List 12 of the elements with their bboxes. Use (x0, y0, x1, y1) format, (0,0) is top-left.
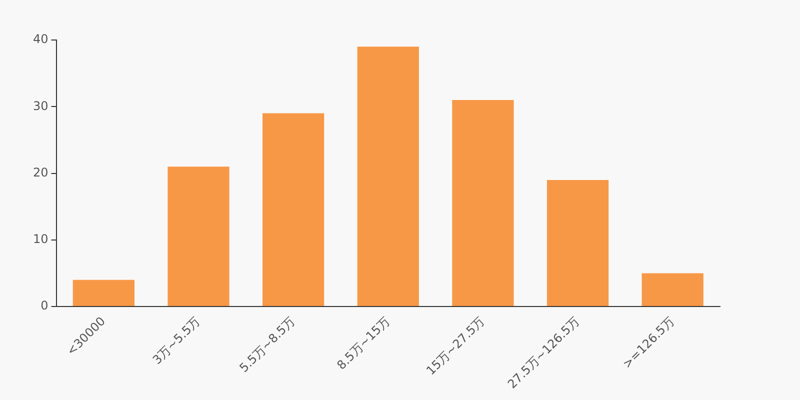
bar (642, 273, 704, 306)
bar (168, 166, 230, 306)
y-tick-label: 20 (32, 165, 48, 180)
bar (452, 100, 514, 306)
y-tick-label: 40 (32, 32, 48, 46)
y-tick-label: 30 (32, 98, 48, 113)
bar (72, 280, 134, 306)
y-tick-label: 10 (32, 232, 48, 246)
bar (262, 113, 324, 306)
bar (546, 180, 609, 306)
y-tick-label: 0 (40, 298, 48, 313)
bar (357, 46, 419, 306)
